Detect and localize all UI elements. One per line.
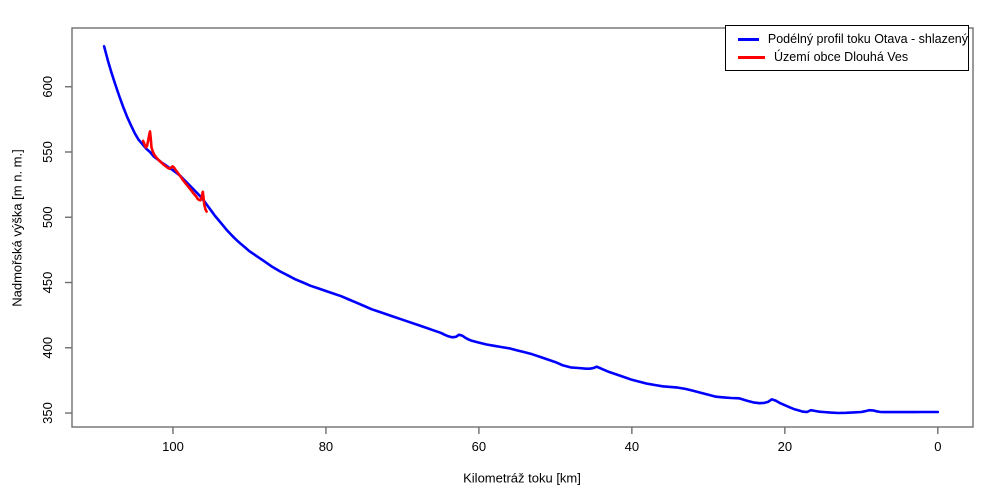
legend-label-municipality: Území obce Dlouhá Ves xyxy=(774,50,909,64)
series-line-1 xyxy=(141,130,208,213)
plot-border xyxy=(71,27,974,428)
y-tick-label: 450 xyxy=(40,272,55,294)
y-tick-label: 500 xyxy=(40,206,55,228)
x-tick-label: 60 xyxy=(472,439,486,454)
y-axis-title: Nadmořská výška [m n. m.] xyxy=(9,149,25,307)
series-line-0 xyxy=(102,44,940,415)
legend-line-sample-red xyxy=(738,55,765,59)
x-tick-label: 0 xyxy=(934,439,941,454)
legend: Podélný profil toku Otava - shlazený Úze… xyxy=(725,25,969,71)
legend-line-sample-blue xyxy=(738,37,759,41)
x-axis-title: Kilometráž toku [km] xyxy=(463,470,581,486)
legend-label-profile: Podélný profil toku Otava - shlazený xyxy=(767,32,968,46)
y-tick-label: 400 xyxy=(40,337,55,359)
x-tick-label: 20 xyxy=(778,439,792,454)
x-tick-label: 80 xyxy=(319,439,333,454)
legend-item-municipality: Území obce Dlouhá Ves xyxy=(738,50,968,65)
y-tick-label: 600 xyxy=(40,76,55,98)
y-tick-label: 550 xyxy=(40,141,55,163)
x-tick-label: 100 xyxy=(162,439,184,454)
legend-item-profile: Podélný profil toku Otava - shlazený xyxy=(738,32,968,47)
y-tick-label: 350 xyxy=(40,402,55,424)
x-tick-label: 40 xyxy=(625,439,639,454)
